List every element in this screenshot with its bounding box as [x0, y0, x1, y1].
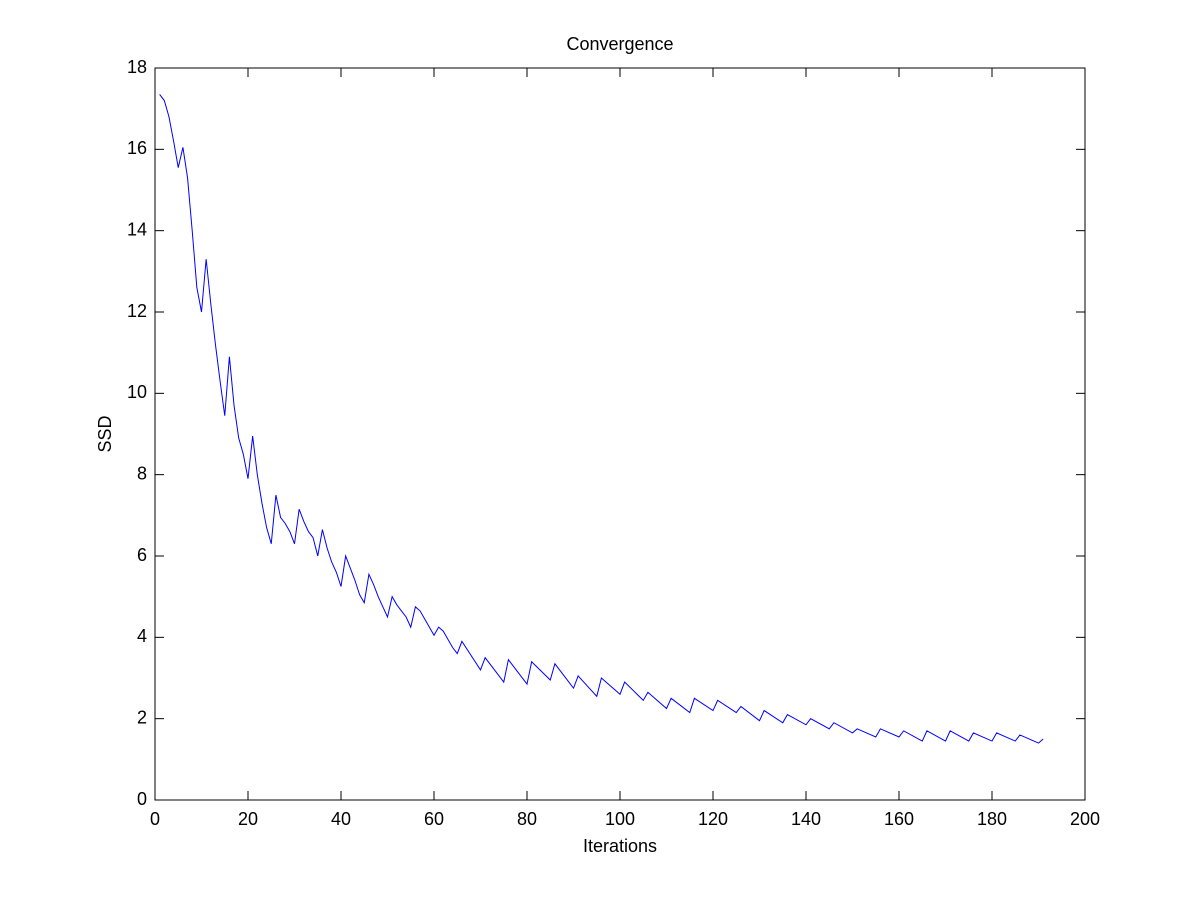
x-tick-label: 100: [605, 809, 635, 829]
y-tick-label: 16: [127, 138, 147, 158]
x-tick-label: 180: [977, 809, 1007, 829]
x-tick-label: 20: [238, 809, 258, 829]
x-axis-label: Iterations: [583, 836, 657, 856]
x-tick-label: 200: [1070, 809, 1100, 829]
y-tick-label: 14: [127, 219, 147, 239]
x-tick-label: 0: [150, 809, 160, 829]
y-tick-label: 4: [137, 626, 147, 646]
plot-frame: [154, 67, 1086, 801]
chart-title: Convergence: [566, 34, 673, 54]
x-tick-label: 60: [424, 809, 444, 829]
y-tick-label: 8: [137, 463, 147, 483]
x-tick-label: 40: [331, 809, 351, 829]
x-tick-label: 80: [517, 809, 537, 829]
x-tick-label: 140: [791, 809, 821, 829]
x-tick-label: 120: [698, 809, 728, 829]
y-tick-label: 0: [137, 789, 147, 809]
y-tick-label: 12: [127, 301, 147, 321]
y-axis-label: SSD: [95, 415, 115, 452]
y-tick-label: 18: [127, 57, 147, 77]
y-tick-label: 6: [137, 545, 147, 565]
data-line: [159, 94, 1044, 744]
y-tick-label: 2: [137, 707, 147, 727]
y-tick-label: 10: [127, 382, 147, 402]
x-tick-label: 160: [884, 809, 914, 829]
